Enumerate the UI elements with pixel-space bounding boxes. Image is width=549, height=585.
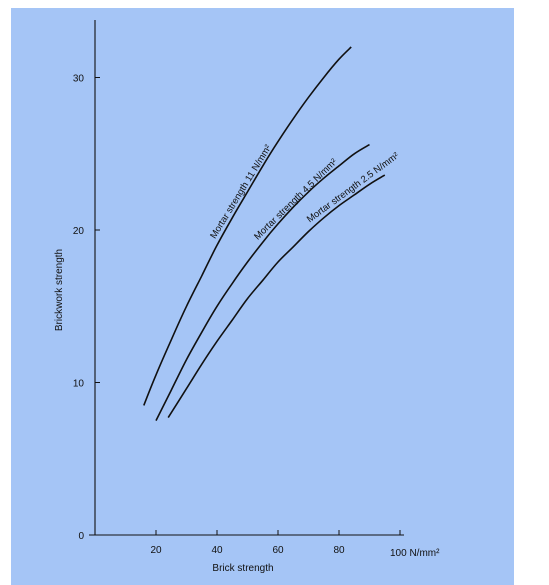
series-line (143, 46, 352, 406)
series-line (155, 143, 370, 421)
y-tick-label: 20 (73, 226, 85, 237)
x-tick-label: 20 (150, 545, 162, 556)
y-tick-label: 30 (73, 74, 85, 85)
x-axis-title: Brick strength (212, 563, 273, 574)
y-tick-label: 10 (73, 379, 85, 390)
x-axis-unit-label: 100 N/mm² (390, 548, 440, 559)
x-tick-label: 80 (333, 545, 345, 556)
series-label: Mortar strength 2.5 N/mm² (305, 150, 401, 225)
series-line (167, 174, 386, 419)
x-tick-label: 60 (272, 545, 284, 556)
y-tick-label: 0 (78, 531, 84, 542)
x-tick-label: 40 (211, 545, 223, 556)
y-axis-title: Brickwork strength (54, 249, 65, 331)
